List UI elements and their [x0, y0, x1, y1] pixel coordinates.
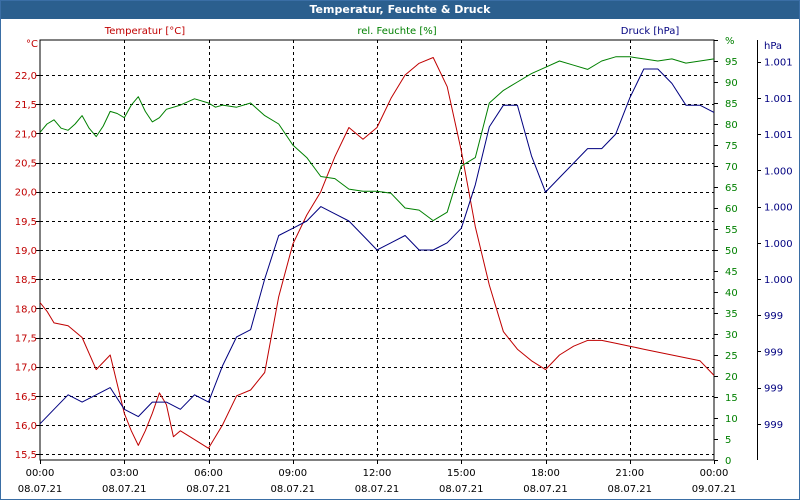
humidity-tick-label: 85	[725, 99, 738, 110]
left-tick-label: 21,5	[15, 100, 37, 111]
x-tick-time-label: 18:00	[531, 468, 560, 479]
pressure-tick-label: 999	[764, 311, 783, 322]
pressure-tick-label: 1.000	[764, 275, 793, 286]
pressure-axis-unit: hPa	[764, 41, 782, 52]
humidity-tick-label: 15	[725, 393, 738, 404]
left-tick-label: 16,0	[15, 421, 37, 432]
humidity-series-line	[39, 56, 715, 222]
humidity-tick-label: 30	[725, 330, 738, 341]
x-tick-date-label: 08.07.21	[355, 484, 400, 495]
humidity-tick-label: 25	[725, 351, 738, 362]
x-tick-time-label: 06:00	[194, 468, 223, 479]
pressure-series-line	[39, 68, 715, 425]
pressure-tick-label: 999	[764, 347, 783, 358]
left-tick-label: 22,0	[15, 71, 37, 82]
humidity-tick-label: 90	[725, 78, 738, 89]
humidity-tick-label: 80	[725, 120, 738, 131]
left-tick-label: 18,0	[15, 304, 37, 315]
pressure-tick-label: 1.000	[764, 239, 793, 250]
left-tick-label: 20,0	[15, 188, 37, 199]
humidity-tick-label: 20	[725, 372, 738, 383]
x-tick-date-label: 09.07.21	[692, 484, 737, 495]
humidity-tick-label: 60	[725, 204, 738, 215]
left-axis-unit: °C	[26, 39, 38, 50]
x-tick-time-label: 15:00	[447, 468, 476, 479]
pressure-tick-label: 999	[764, 384, 783, 395]
humidity-tick-label: 50	[725, 246, 738, 257]
humidity-tick-label: 45	[725, 267, 738, 278]
humidity-tick-label: 10	[725, 414, 738, 425]
left-tick-label: 16,5	[15, 392, 37, 403]
left-tick-label: 19,0	[15, 246, 37, 257]
chart-title: Temperatur, Feuchte & Druck	[1, 1, 799, 19]
x-tick-date-label: 08.07.21	[186, 484, 231, 495]
x-tick-time-label: 00:00	[26, 468, 55, 479]
pressure-tick-label: 999	[764, 420, 783, 431]
left-tick-label: 17,5	[15, 334, 37, 345]
x-tick-time-label: 03:00	[110, 468, 139, 479]
pressure-tick-label: 1.000	[764, 203, 793, 214]
x-tick-date-label: 08.07.21	[270, 484, 315, 495]
grid	[40, 40, 714, 460]
legend-pressure: Druck [hPa]	[621, 26, 680, 37]
x-tick-date-label: 08.07.21	[439, 484, 484, 495]
left-tick-label: 15,5	[15, 450, 37, 461]
x-tick-time-label: 21:00	[615, 468, 644, 479]
left-tick-label: 20,5	[15, 159, 37, 170]
pressure-tick-label: 1.000	[764, 166, 793, 177]
left-tick-label: 17,0	[15, 363, 37, 374]
x-tick-date-label: 08.07.21	[607, 484, 652, 495]
axis-layer: 00:00 08.07.21 03:00 08.07.21 06:00 08.07.21 0…	[15, 36, 793, 495]
series-layer	[39, 56, 715, 449]
x-tick-time-label: 09:00	[278, 468, 307, 479]
x-tick-date-label: 08.07.21	[102, 484, 147, 495]
humidity-tick-label: 35	[725, 309, 738, 320]
x-tick-time-label: 00:00	[700, 468, 729, 479]
humidity-tick-label: 0	[725, 456, 731, 467]
x-tick-time-label: 12:00	[363, 468, 392, 479]
temperature-series-line	[39, 57, 715, 449]
humidity-tick-label: 70	[725, 162, 738, 173]
humidity-tick-label: 65	[725, 183, 738, 194]
humidity-tick-label: 5	[725, 435, 731, 446]
humidity-tick-label: 40	[725, 288, 738, 299]
humidity-tick-label: 75	[725, 141, 738, 152]
humidity-tick-label: 95	[725, 57, 738, 68]
pressure-tick-label: 1.001	[764, 130, 793, 141]
legend-humidity: rel. Feuchte [%]	[357, 26, 436, 37]
left-tick-label: 19,5	[15, 217, 37, 228]
x-tick-date-label: 08.07.21	[18, 484, 63, 495]
pressure-tick-label: 1.001	[764, 58, 793, 69]
humidity-tick-label: 55	[725, 225, 738, 236]
left-tick-label: 21,0	[15, 129, 37, 140]
left-tick-label: 18,5	[15, 275, 37, 286]
x-tick-date-label: 08.07.21	[523, 484, 568, 495]
pressure-tick-label: 1.001	[764, 94, 793, 105]
humidity-tick-label: %	[725, 36, 735, 47]
legend-temperature: Temperatur [°C]	[104, 26, 185, 37]
